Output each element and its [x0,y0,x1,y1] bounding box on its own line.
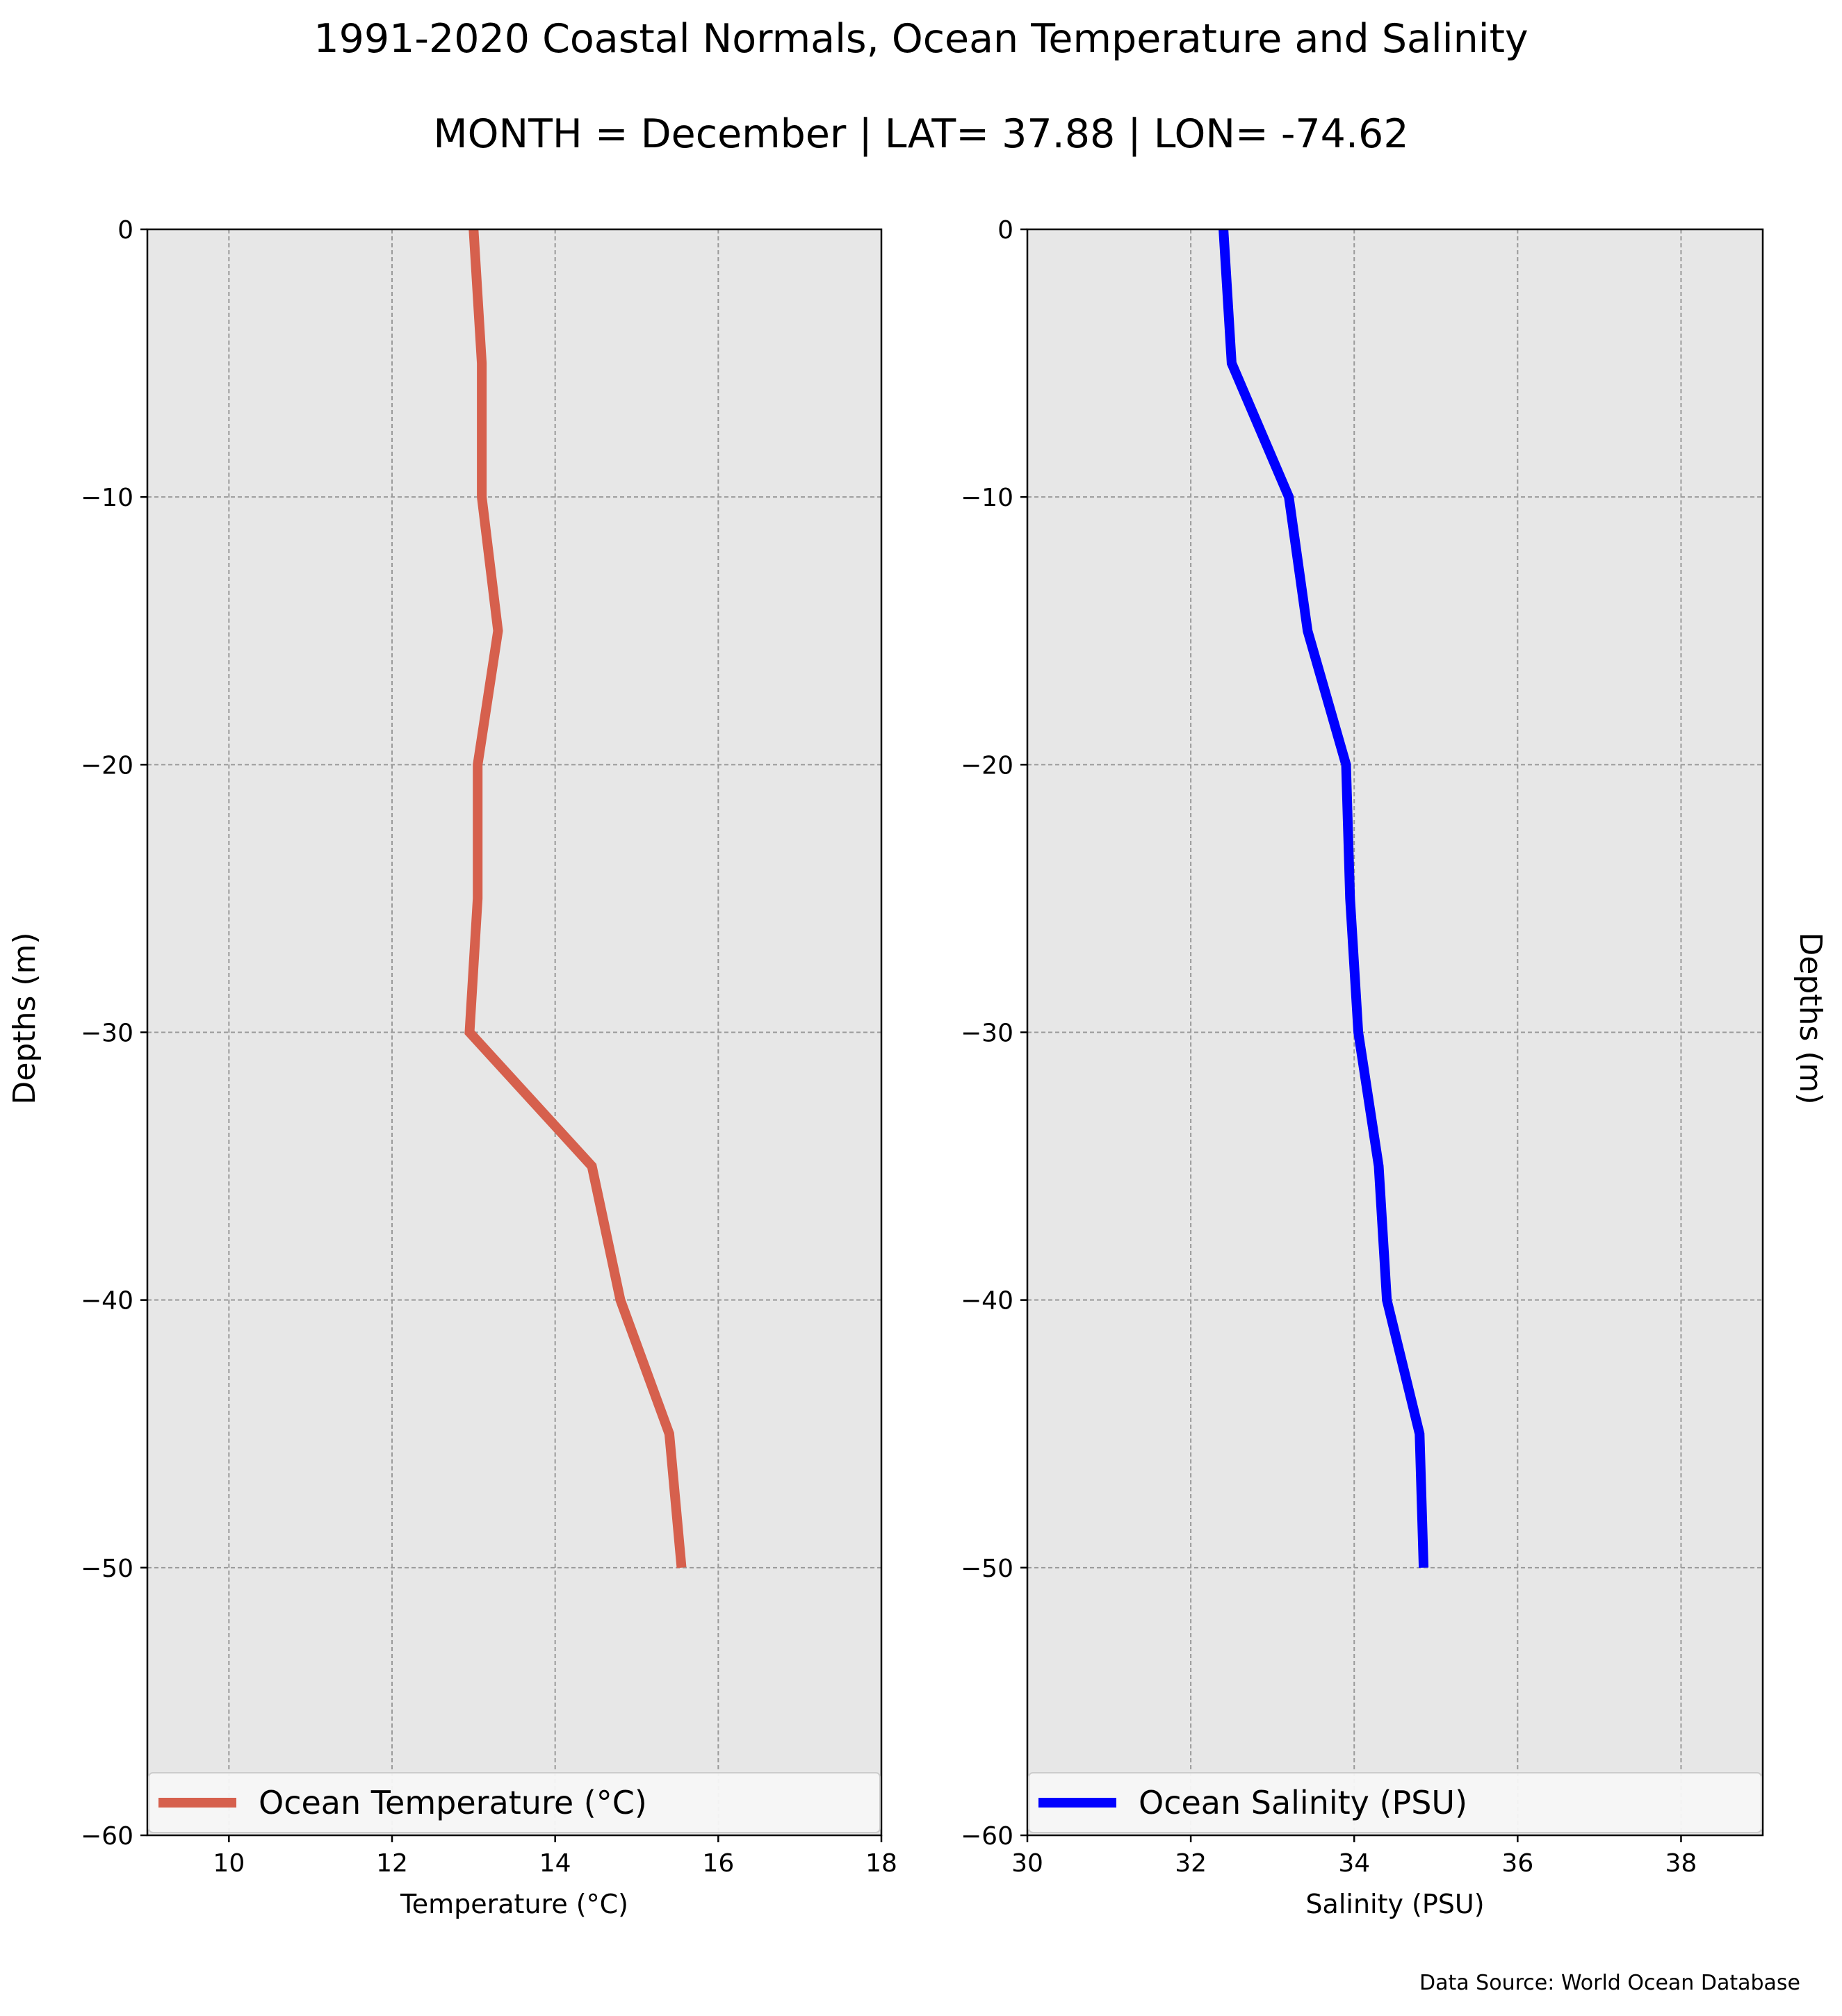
y-tick-label: 0 [117,216,133,245]
y-tick-label: −20 [961,751,1013,780]
y-axis-label: Depths (m) [7,932,42,1104]
x-tick-label: 16 [702,1849,734,1878]
x-tick-label: 12 [376,1849,408,1878]
data-source-note: Data Source: World Ocean Database [1419,1971,1800,1995]
y-tick-label: 0 [997,216,1013,245]
y-tick-label: −50 [961,1555,1013,1583]
plot-area-background [147,229,881,1835]
y-tick-label: −60 [81,1822,133,1851]
plot-area-background [1027,229,1763,1835]
x-tick-label: 10 [213,1849,245,1878]
x-tick-label: 38 [1665,1849,1697,1878]
y-tick-label: −60 [961,1822,1013,1851]
x-tick-label: 32 [1175,1849,1207,1878]
y-tick-label: −40 [81,1287,133,1316]
x-tick-label: 30 [1011,1849,1043,1878]
legend-box [148,1772,881,1833]
y-tick-label: −30 [81,1019,133,1048]
y-tick-label: −30 [961,1019,1013,1048]
figure-title: 1991-2020 Coastal Normals, Ocean Tempera… [313,16,1528,62]
x-axis-label: Salinity (PSU) [1305,1889,1484,1919]
y-axis-label: Depths (m) [1793,932,1828,1104]
salinity-panel: 30 32 34 36 38 0 −10 −20 −30 −40 −50 −60 Salinity (P… [961,216,1828,1919]
x-tick-label: 18 [865,1849,897,1878]
x-axis-label: Temperature (°C) [400,1889,628,1919]
x-tick-label: 34 [1338,1849,1370,1878]
y-tick-label: −50 [81,1555,133,1583]
figure-subtitle: MONTH = December | LAT= 37.88 | LON= -74… [433,111,1408,157]
series-line-salinity [1219,229,1429,1568]
legend-box [1028,1772,1762,1833]
temperature-panel: 10 12 14 16 18 0 −10 −20 −30 −40 −50 −60 Temperature… [7,216,897,1919]
y-tick-label: −10 [81,484,133,512]
y-tick-label: −40 [961,1287,1013,1316]
series-line-temperature [464,229,687,1568]
legend-label: Ocean Temperature (°C) [259,1784,647,1821]
x-tick-label: 14 [539,1849,571,1878]
legend-label: Ocean Salinity (PSU) [1139,1784,1467,1821]
y-tick-label: −10 [961,484,1013,512]
x-tick-label: 36 [1501,1849,1533,1878]
y-tick-label: −20 [81,751,133,780]
